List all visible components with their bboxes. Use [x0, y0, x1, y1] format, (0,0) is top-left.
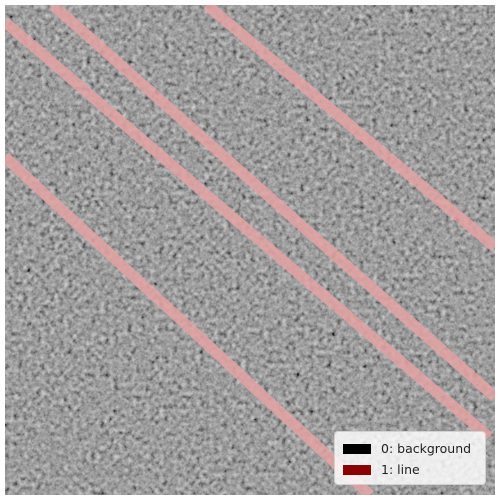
segmentation-overlay-image: 0: background 1: line — [5, 5, 495, 495]
legend-item-background: 0: background — [343, 438, 477, 459]
legend-label-background: 0: background — [381, 441, 472, 456]
line-segment — [49, 5, 495, 402]
legend-label-line: 1: line — [381, 462, 420, 477]
legend-item-line: 1: line — [343, 459, 477, 480]
line-segment — [203, 5, 495, 252]
line-swatch — [343, 464, 371, 475]
line-segment — [5, 17, 493, 442]
background-swatch — [343, 443, 371, 454]
line-overlay-group — [5, 5, 495, 495]
legend: 0: background 1: line — [334, 431, 486, 485]
aerial-crop-field — [5, 5, 495, 495]
line-segment — [5, 152, 374, 495]
